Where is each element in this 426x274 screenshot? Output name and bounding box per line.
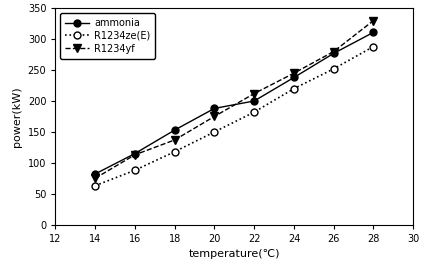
R1234yf bbox=[252, 92, 257, 95]
Line: R1234ze(E): R1234ze(E) bbox=[92, 43, 377, 189]
R1234ze(E) bbox=[331, 67, 336, 70]
R1234ze(E) bbox=[212, 130, 217, 133]
ammonia bbox=[172, 129, 177, 132]
R1234yf bbox=[132, 153, 138, 156]
ammonia bbox=[132, 152, 138, 155]
R1234ze(E) bbox=[172, 150, 177, 153]
ammonia bbox=[92, 172, 98, 176]
ammonia bbox=[252, 99, 257, 103]
R1234yf bbox=[371, 19, 376, 22]
R1234yf bbox=[212, 115, 217, 118]
R1234yf bbox=[172, 138, 177, 142]
R1234yf bbox=[291, 72, 296, 75]
R1234yf bbox=[331, 50, 336, 53]
R1234ze(E) bbox=[132, 169, 138, 172]
ammonia bbox=[371, 31, 376, 34]
Line: R1234yf: R1234yf bbox=[91, 17, 377, 182]
X-axis label: temperature(℃): temperature(℃) bbox=[189, 249, 280, 259]
Line: ammonia: ammonia bbox=[92, 29, 377, 178]
R1234ze(E) bbox=[291, 87, 296, 90]
ammonia bbox=[331, 52, 336, 55]
ammonia bbox=[212, 107, 217, 110]
R1234yf bbox=[92, 177, 98, 180]
ammonia bbox=[291, 76, 296, 79]
R1234ze(E) bbox=[92, 184, 98, 187]
Y-axis label: power(kW): power(kW) bbox=[12, 86, 22, 147]
Legend: ammonia, R1234ze(E), R1234yf: ammonia, R1234ze(E), R1234yf bbox=[60, 13, 155, 59]
R1234ze(E) bbox=[252, 110, 257, 114]
R1234ze(E) bbox=[371, 45, 376, 48]
